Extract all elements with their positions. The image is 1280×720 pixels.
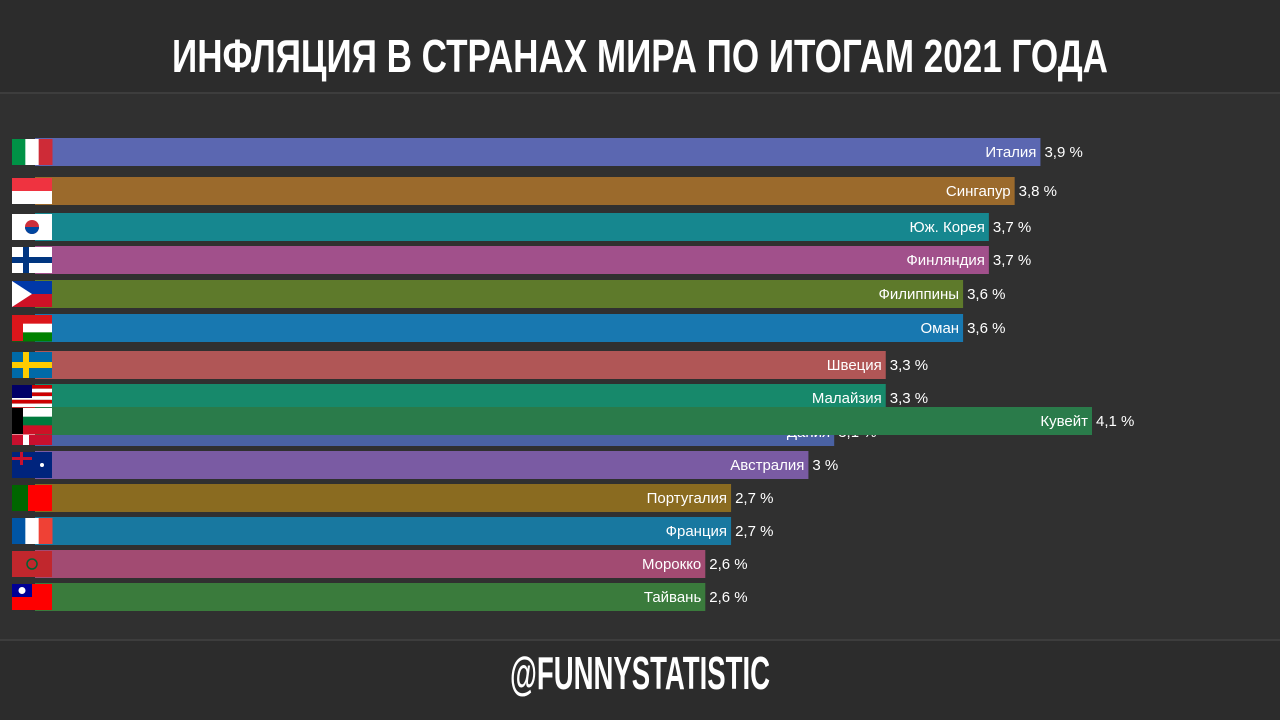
- flag-part: [12, 399, 52, 404]
- value-label: 4,1 %: [1096, 413, 1134, 430]
- flag-part: [25, 518, 40, 544]
- category-label: Франция: [666, 523, 727, 540]
- bar: [35, 517, 732, 545]
- flag-part: [38, 139, 53, 165]
- bars: Италия 3,9 % Сингапур 3,8 % Юж. Корея 3,7 % Фи…: [12, 138, 1134, 611]
- flag: [12, 518, 53, 544]
- value-label: 3,8 %: [1019, 183, 1057, 200]
- flag: [12, 408, 52, 435]
- flag-part: [23, 352, 29, 378]
- bar: [35, 407, 1092, 435]
- flag-part: [12, 425, 52, 435]
- flag-part: [12, 178, 52, 191]
- flag: [12, 178, 52, 204]
- value-label: 3,6 %: [967, 286, 1005, 303]
- bar: [35, 177, 1015, 205]
- flag: [12, 281, 52, 307]
- flag-part: [12, 416, 52, 426]
- category-label: Тайвань: [644, 589, 702, 606]
- flag-part: [40, 463, 44, 467]
- flag-part: [26, 558, 38, 570]
- footer-band: [0, 641, 1280, 720]
- category-label: Кувейт: [1040, 413, 1088, 430]
- flag: [12, 247, 52, 273]
- flag: [12, 551, 52, 577]
- flag: [12, 584, 52, 610]
- flag-part: [23, 247, 29, 273]
- flag-part: [12, 385, 32, 398]
- value-label: 3,6 %: [967, 320, 1005, 337]
- category-label: Финляндия: [906, 252, 984, 269]
- category-label: Малайзия: [812, 390, 882, 407]
- category-label: Австралия: [730, 457, 804, 474]
- bar: [35, 484, 732, 512]
- value-label: 3,3 %: [890, 390, 928, 407]
- footer: @FUNNYSTATISTIC: [510, 647, 770, 699]
- category-label: Португалия: [647, 490, 727, 507]
- flag-part: [12, 315, 23, 341]
- flag-part: [12, 332, 52, 342]
- flag: [12, 139, 53, 165]
- flag-part: [12, 403, 52, 408]
- value-label: 3 %: [812, 457, 838, 474]
- flag-part: [12, 408, 23, 434]
- flag: [12, 452, 52, 478]
- bar: [35, 550, 706, 578]
- category-label: Сингапур: [946, 183, 1011, 200]
- flag-part: [20, 452, 23, 465]
- bar: [35, 583, 706, 611]
- chart-title: ИНФЛЯЦИЯ В СТРАНАХ МИРА ПО ИТОГАМ 2021 Г…: [172, 30, 1108, 82]
- category-label: Швеция: [827, 357, 882, 374]
- value-label: 2,7 %: [735, 490, 773, 507]
- bar: [35, 451, 809, 479]
- flag-part: [12, 315, 52, 325]
- flag-part: [12, 139, 26, 165]
- bar: [35, 246, 989, 274]
- flag-part: [25, 227, 39, 234]
- bar: [35, 351, 886, 379]
- category-label: Италия: [985, 144, 1036, 161]
- flag-part: [12, 323, 52, 333]
- value-label: 2,6 %: [709, 589, 747, 606]
- flag-part: [18, 587, 26, 594]
- bar: [35, 280, 964, 308]
- category-label: Филиппины: [878, 286, 959, 303]
- category-label: Морокко: [642, 556, 701, 573]
- flag: [12, 485, 52, 511]
- flag: [12, 214, 52, 240]
- value-label: 3,9 %: [1044, 144, 1082, 161]
- bar: [35, 314, 964, 342]
- flag: [12, 352, 52, 378]
- flag-part: [12, 281, 32, 307]
- flag-part: [12, 362, 52, 368]
- flag-part: [12, 257, 52, 263]
- flag: [12, 315, 52, 342]
- flag-part: [12, 551, 52, 577]
- value-label: 2,6 %: [709, 556, 747, 573]
- value-label: 3,3 %: [890, 357, 928, 374]
- flag-part: [25, 139, 40, 165]
- value-label: 3,7 %: [993, 252, 1031, 269]
- value-label: 3,7 %: [993, 219, 1031, 236]
- title-band: [0, 0, 1280, 92]
- flag-part: [12, 452, 52, 478]
- value-label: 2,7 %: [735, 523, 773, 540]
- bar: [35, 213, 989, 241]
- bar: [35, 138, 1041, 166]
- flag-part: [12, 408, 52, 418]
- category-label: Юж. Корея: [909, 219, 984, 236]
- flag-part: [12, 518, 26, 544]
- flag-part: [12, 485, 28, 511]
- category-label: Оман: [920, 320, 959, 337]
- flag-part: [38, 518, 53, 544]
